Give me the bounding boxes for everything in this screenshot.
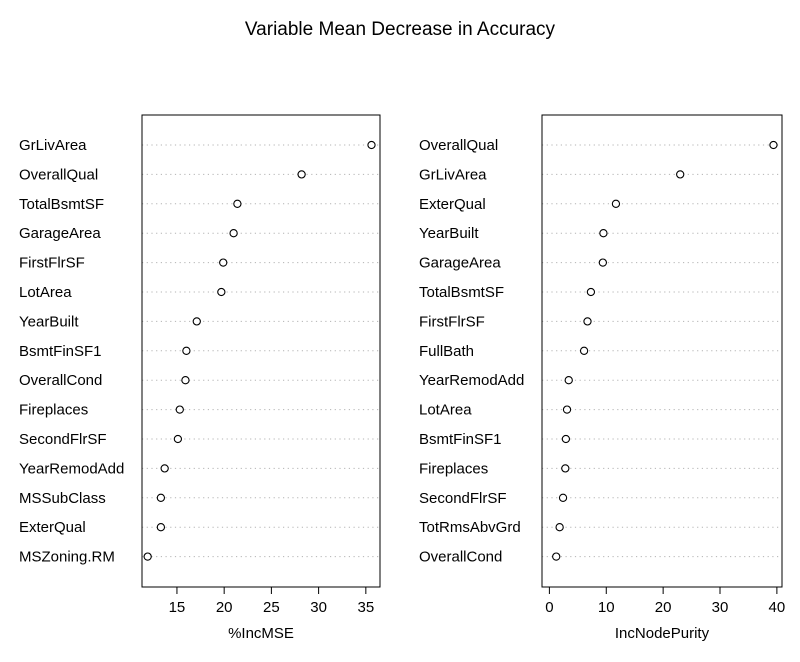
category-label: YearBuilt <box>19 313 79 330</box>
x-axis-label: %IncMSE <box>228 625 294 642</box>
data-point <box>217 287 226 297</box>
category-label: TotRmsAbvGrd <box>419 519 521 536</box>
data-point <box>564 376 573 385</box>
data-point <box>561 464 570 473</box>
category-label: BsmtFinSF1 <box>19 343 102 360</box>
category-label: SecondFlrSF <box>19 431 107 448</box>
category-label: SecondFlrSF <box>419 490 507 507</box>
category-label: YearBuilt <box>419 225 479 242</box>
x-tick-label: 30 <box>712 599 729 616</box>
category-label: OverallQual <box>19 166 98 183</box>
category-label: ExterQual <box>19 519 86 536</box>
category-label: OverallQual <box>419 137 498 154</box>
category-label: GarageArea <box>19 225 101 242</box>
data-point <box>676 170 685 179</box>
x-tick-label: 20 <box>216 599 233 616</box>
data-point <box>181 376 190 385</box>
data-point <box>143 552 152 561</box>
category-label: Fireplaces <box>419 460 488 477</box>
x-tick-label: 10 <box>598 599 615 616</box>
panel-2: OverallQual GrLivArea ExterQual YearBuilt Ga… <box>419 114 786 642</box>
category-label: MSSubClass <box>19 490 106 507</box>
x-tick-label: 30 <box>310 599 327 616</box>
data-point <box>229 229 238 238</box>
x-tick-label: 25 <box>263 599 280 616</box>
x-tick-label: 35 <box>357 599 374 616</box>
data-point <box>555 523 564 532</box>
data-point <box>192 317 201 326</box>
category-label: YearRemodAdd <box>419 372 524 389</box>
data-point <box>552 552 561 561</box>
category-label: GrLivArea <box>419 166 487 183</box>
data-point <box>769 140 778 150</box>
x-tick-label: 0 <box>545 599 553 616</box>
data-point <box>297 170 306 179</box>
data-point <box>598 258 608 267</box>
category-label: LotArea <box>19 284 72 301</box>
category-label: OverallCond <box>419 549 502 566</box>
data-point <box>583 317 592 326</box>
panel-1: GrLivArea OverallQual TotalBsmtSF GarageAre… <box>19 114 381 642</box>
category-label: LotArea <box>419 402 472 419</box>
data-point <box>561 434 571 444</box>
data-point <box>611 199 621 208</box>
data-point <box>579 346 589 355</box>
category-label: TotalBsmtSF <box>419 284 504 301</box>
plot-frame <box>541 114 783 588</box>
data-point <box>173 434 183 444</box>
data-point <box>586 287 596 297</box>
x-tick-label: 40 <box>769 599 786 616</box>
category-label: BsmtFinSF1 <box>419 431 502 448</box>
category-label: Fireplaces <box>19 402 88 419</box>
data-point <box>160 464 169 473</box>
data-point <box>599 229 608 238</box>
data-point <box>175 405 184 414</box>
data-point <box>233 199 242 208</box>
data-point <box>562 405 572 414</box>
category-label: FullBath <box>419 343 474 360</box>
data-point <box>558 493 568 502</box>
category-label: ExterQual <box>419 196 486 213</box>
category-label: GrLivArea <box>19 137 87 154</box>
category-label: OverallCond <box>19 372 102 389</box>
data-point <box>156 523 166 532</box>
category-label: TotalBsmtSF <box>19 196 104 213</box>
data-point <box>367 140 376 150</box>
data-point <box>219 258 228 267</box>
category-label: YearRemodAdd <box>19 460 124 477</box>
category-label: FirstFlrSF <box>19 255 85 272</box>
category-label: FirstFlrSF <box>419 313 485 330</box>
category-label: GarageArea <box>419 255 501 272</box>
category-label: MSZoning.RM <box>19 549 115 566</box>
data-point <box>182 346 191 355</box>
x-tick-label: 20 <box>655 599 672 616</box>
chart-title: Variable Mean Decrease in Accuracy <box>245 19 556 40</box>
data-point <box>156 493 166 502</box>
x-tick-label: 15 <box>169 599 186 616</box>
x-axis-label: IncNodePurity <box>615 625 710 642</box>
